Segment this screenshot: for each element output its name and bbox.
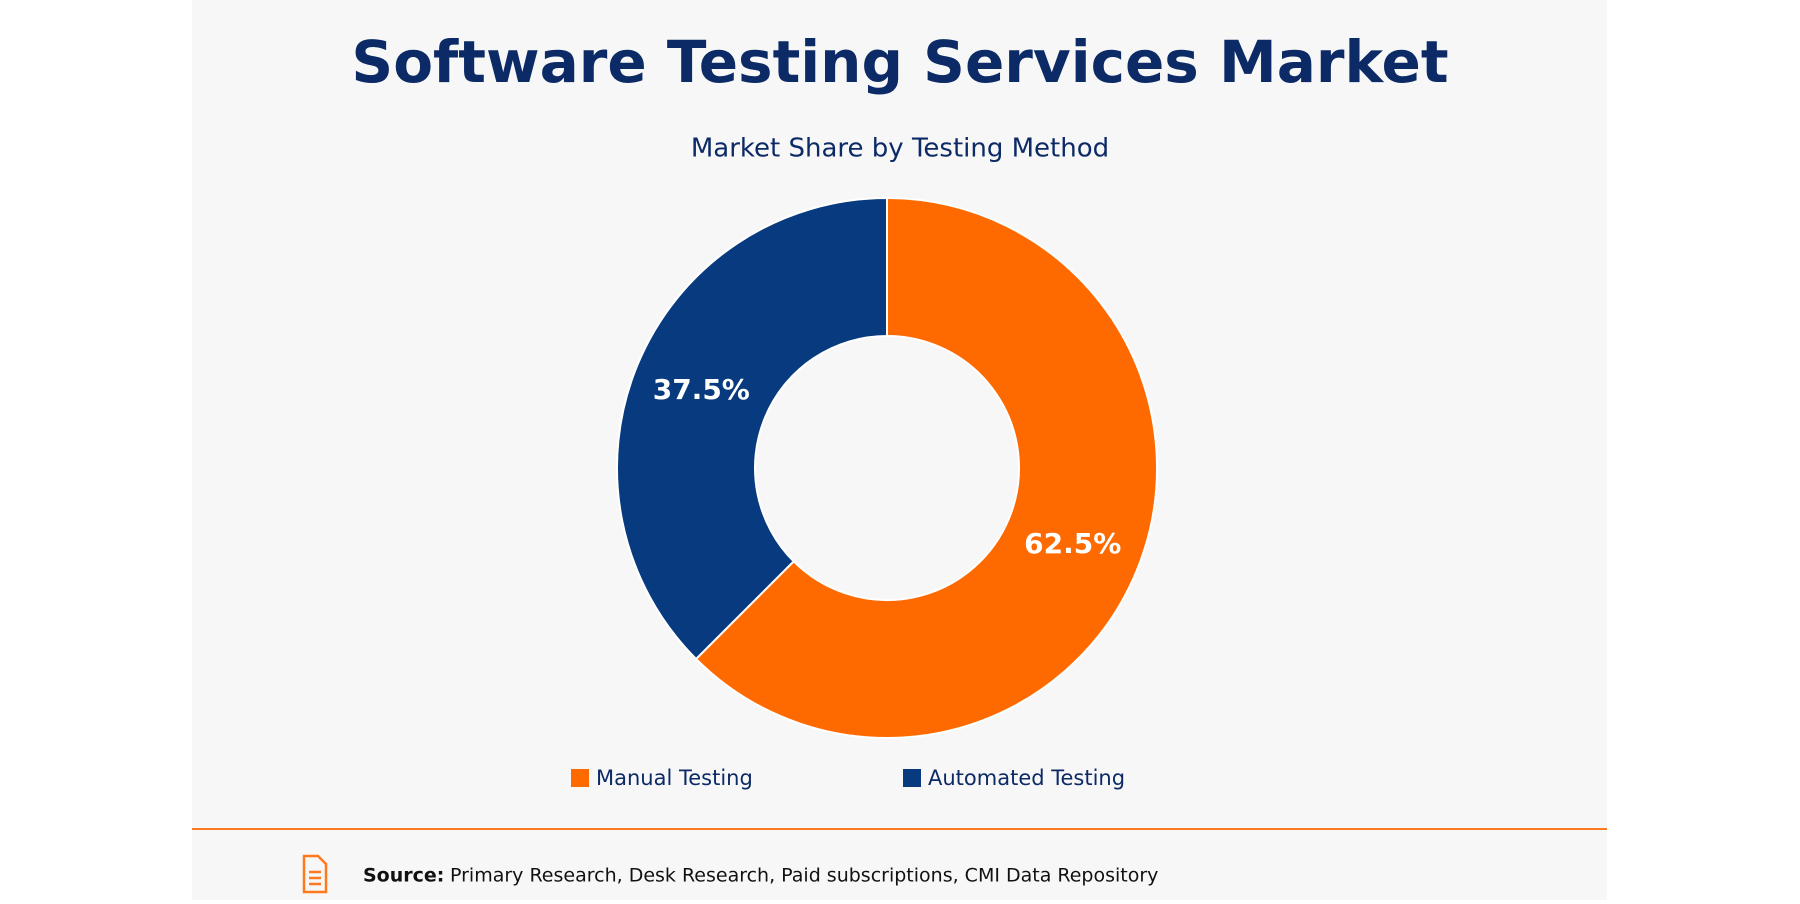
value-label: 37.5% [653, 373, 750, 406]
chart-title: Software Testing Services Market [351, 28, 1448, 96]
source-text: Primary Research, Desk Research, Paid su… [450, 865, 1158, 887]
legend-label: Manual Testing [596, 766, 753, 790]
legend-swatch [571, 769, 589, 787]
source-label: Source: [363, 865, 444, 887]
value-label: 62.5% [1024, 527, 1121, 560]
chart-subtitle: Market Share by Testing Method [691, 134, 1109, 164]
slice [694, 196, 1158, 739]
source-icon [302, 854, 328, 894]
legend-label: Automated Testing [928, 766, 1125, 790]
slice [616, 196, 888, 661]
legend-swatch [903, 769, 921, 787]
panel [192, 0, 1607, 900]
